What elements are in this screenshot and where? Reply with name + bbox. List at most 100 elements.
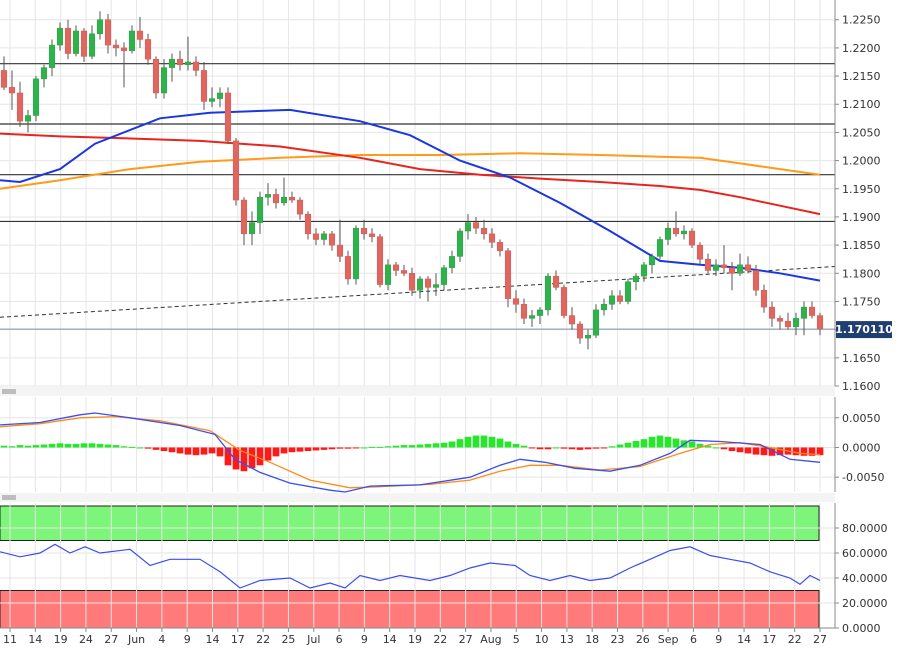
time-tick-label: 9 <box>715 633 722 646</box>
macd-histogram-bar <box>792 447 800 456</box>
candle-body <box>736 264 744 274</box>
resize-handle-icon[interactable] <box>2 389 16 394</box>
macd-histogram-bar <box>392 445 400 448</box>
candle-body <box>80 30 88 57</box>
candle-body <box>576 323 584 339</box>
macd-histogram-bar <box>336 447 344 449</box>
time-tick-label: 27 <box>459 633 473 646</box>
candle-body <box>688 230 696 246</box>
macd-histogram-bar <box>208 447 216 454</box>
macd-histogram-bar <box>752 447 760 455</box>
candle-body <box>96 19 104 35</box>
time-tick-label: 17 <box>231 633 245 646</box>
macd-histogram-bar <box>376 446 384 448</box>
time-ticks: 11 14 19 24 27 Jun 4 9 14 17 22 25 Jul 6 9 14 19 22 27 Aug 5… <box>3 628 827 646</box>
candle-body <box>88 33 96 57</box>
macd-histogram-bar <box>344 447 352 449</box>
macd-histogram-bar <box>80 443 88 448</box>
candle-body <box>416 278 424 291</box>
resize-handle-icon[interactable] <box>2 495 16 500</box>
macd-histogram-bar <box>64 443 72 448</box>
candle-body <box>200 70 208 102</box>
time-tick-label: 19 <box>54 633 68 646</box>
candle-body <box>408 273 416 291</box>
price-tick-label: 1.1950 <box>842 183 881 196</box>
macd-histogram <box>0 435 824 472</box>
candle-body <box>552 275 560 288</box>
rsi-line <box>0 543 821 589</box>
macd-histogram-bar <box>520 445 528 448</box>
macd-histogram-bar <box>672 438 680 448</box>
candle-body <box>120 47 128 51</box>
price-tick-label: 1.1600 <box>842 380 881 393</box>
candle-body <box>208 98 216 102</box>
macd-histogram-bar <box>584 447 592 450</box>
price-tick-label: 1.1650 <box>842 352 881 365</box>
sma-200-line <box>0 152 821 190</box>
macd-histogram-bar <box>800 447 808 456</box>
candle-body <box>112 44 120 49</box>
macd-histogram-bar <box>464 436 472 448</box>
candle-body <box>496 242 504 252</box>
macd-histogram-bar <box>608 446 616 448</box>
macd-histogram-bar <box>688 441 696 448</box>
macd-histogram-bar <box>664 436 672 448</box>
price-tick-label: 1.1750 <box>842 295 881 308</box>
macd-histogram-bar <box>0 445 8 448</box>
macd-grid <box>0 397 835 492</box>
candle-body <box>464 222 472 232</box>
macd-histogram-bar <box>368 446 376 448</box>
candle-body <box>368 233 376 237</box>
candles <box>0 11 824 350</box>
candle-body <box>520 304 528 319</box>
candle-body <box>336 244 344 257</box>
rsi-tick-label: 0.0000 <box>842 622 881 635</box>
candle-body <box>376 236 384 285</box>
price-tick-label: 1.2150 <box>842 70 881 83</box>
macd-tick-label: 0.0050 <box>842 412 881 425</box>
macd-histogram-bar <box>88 443 96 448</box>
candle-body <box>728 267 736 274</box>
pane-separator[interactable] <box>0 387 835 396</box>
candle-body <box>488 233 496 243</box>
candle-body <box>400 270 408 274</box>
macd-histogram-bar <box>640 439 648 448</box>
candle-body <box>480 227 488 235</box>
macd-histogram-bar <box>592 447 600 449</box>
macd-histogram-bar <box>528 447 536 449</box>
pane-separator[interactable] <box>0 493 835 502</box>
candle-body <box>288 196 296 201</box>
macd-signal-line <box>0 415 821 489</box>
time-tick-label: 22 <box>788 633 802 646</box>
main-grid <box>0 0 835 387</box>
time-tick-label: 19 <box>408 633 422 646</box>
price-tick-label: 1.2250 <box>842 14 881 27</box>
candle-body <box>72 30 80 54</box>
rsi-panel: 80.0000 60.0000 40.0000 20.0000 0.0000 <box>0 503 888 635</box>
candle-body <box>128 30 136 51</box>
time-tick-label: 9 <box>361 633 368 646</box>
macd-histogram-bar <box>272 447 280 457</box>
price-tick-label: 1.2100 <box>842 98 881 111</box>
candle-body <box>248 222 256 235</box>
macd-histogram-bar <box>112 445 120 448</box>
macd-histogram-bar <box>432 443 440 448</box>
time-tick-label: 14 <box>383 633 397 646</box>
macd-lines <box>0 412 821 493</box>
macd-histogram-bar <box>480 435 488 448</box>
macd-histogram-bar <box>768 447 776 456</box>
macd-histogram-bar <box>504 441 512 448</box>
macd-histogram-bar <box>632 440 640 448</box>
candle-body <box>136 30 144 40</box>
candle-body <box>600 304 608 311</box>
time-tick-label: Aug <box>480 633 501 646</box>
sma-100-line <box>0 132 821 216</box>
rsi-grid <box>0 503 835 629</box>
macd-histogram-bar <box>408 445 416 448</box>
macd-histogram-bar <box>168 447 176 453</box>
candle-body <box>808 306 816 316</box>
candle-body <box>216 92 224 99</box>
time-tick-label: 10 <box>535 633 549 646</box>
candle-body <box>784 320 792 328</box>
